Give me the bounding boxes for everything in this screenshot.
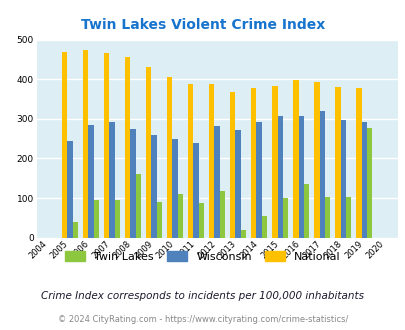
Bar [130,129,136,238]
Bar [324,197,330,238]
Text: Twin Lakes Violent Crime Index: Twin Lakes Violent Crime Index [81,18,324,32]
Bar [156,202,162,238]
Bar [366,127,371,238]
Bar [209,84,214,238]
Bar [177,194,183,238]
Text: © 2024 CityRating.com - https://www.cityrating.com/crime-statistics/: © 2024 CityRating.com - https://www.city… [58,315,347,324]
Bar [334,87,340,238]
Legend: Twin Lakes, Wisconsin, National: Twin Lakes, Wisconsin, National [61,247,344,267]
Bar [125,57,130,238]
Bar [188,84,193,238]
Bar [355,87,360,238]
Bar [235,130,240,238]
Bar [115,200,120,238]
Bar [109,121,115,238]
Bar [67,141,73,238]
Bar [172,139,177,238]
Bar [146,67,151,238]
Bar [277,116,282,238]
Bar [151,135,156,238]
Bar [250,88,256,238]
Bar [220,191,225,238]
Bar [319,111,324,238]
Bar [104,53,109,238]
Bar [230,92,235,238]
Bar [303,184,309,238]
Bar [282,198,288,238]
Bar [62,52,67,238]
Bar [298,116,303,238]
Bar [136,174,141,238]
Bar [271,86,277,238]
Bar [360,121,366,238]
Bar [73,222,78,238]
Bar [340,119,345,238]
Bar [292,80,298,238]
Bar [193,143,198,238]
Bar [198,203,204,238]
Bar [88,125,94,238]
Text: Crime Index corresponds to incidents per 100,000 inhabitants: Crime Index corresponds to incidents per… [41,291,364,301]
Bar [345,197,351,238]
Bar [313,82,319,238]
Bar [261,216,267,238]
Bar [214,126,220,238]
Bar [240,230,246,238]
Bar [83,50,88,238]
Bar [94,200,99,238]
Bar [166,77,172,238]
Bar [256,122,261,238]
